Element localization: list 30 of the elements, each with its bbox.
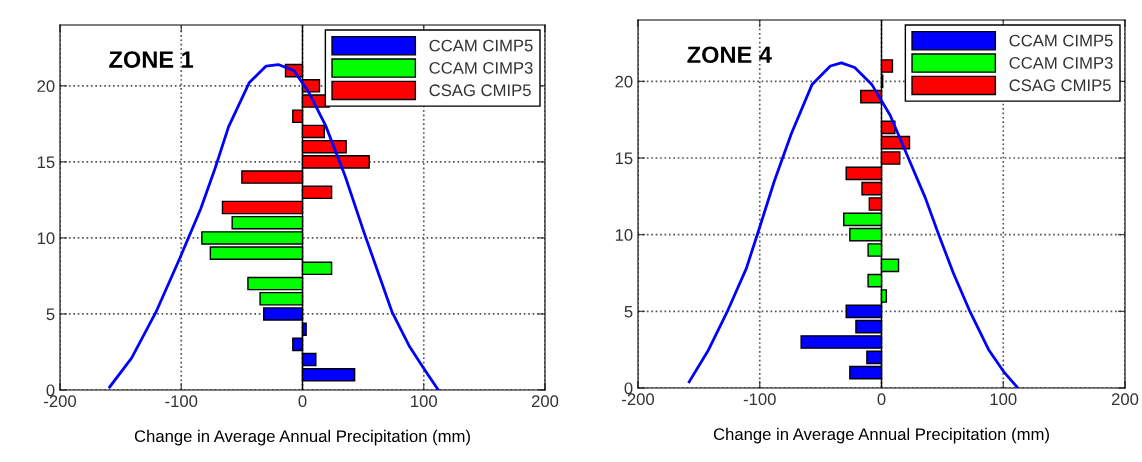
y-tick-label: 15 [615, 152, 633, 165]
legend-label: CSAG CMIP5 [429, 84, 531, 97]
x-tick-label: -100 [743, 393, 776, 406]
y-tick-label: 15 [37, 156, 55, 169]
x-tick-label: -200 [44, 395, 77, 408]
x-tick-label: 0 [298, 395, 307, 408]
text: ZONE 4 [687, 46, 772, 64]
y-tick-label: 5 [624, 305, 633, 318]
text: ZONE 1 [109, 51, 194, 68]
y-tick-label: 10 [615, 229, 633, 241]
x-tick-label: 100 [990, 393, 1017, 406]
legend-label: CSAG CMIP5 [1009, 79, 1111, 92]
x-tick-label: 200 [1111, 393, 1139, 406]
x-tick-label: -100 [165, 395, 198, 408]
legend-label: CCAM CIMP3 [429, 62, 533, 74]
x-tick-label: 200 [531, 395, 559, 408]
x-tick-label: 100 [411, 395, 437, 408]
y-tick-label: 0 [46, 384, 55, 397]
legend-label: CCAM CIMP3 [1009, 57, 1113, 69]
y-tick-label: 10 [37, 232, 55, 245]
legend-label: CCAM CIMP5 [1009, 34, 1113, 47]
y-tick-label: 0 [624, 382, 633, 395]
x-axis-title: Change in Average Annual Precipitation (mm) [713, 427, 1049, 444]
x-axis-title: Change in Average Annual Precipitation (mm) [134, 429, 470, 446]
y-tick-label: 5 [46, 308, 55, 321]
x-tick-label: -200 [622, 393, 655, 406]
y-tick-label: 20 [37, 80, 55, 93]
x-tick-label: 0 [877, 393, 886, 406]
y-tick-label: 20 [615, 75, 633, 88]
legend-label: CCAM CIMP5 [429, 39, 533, 52]
